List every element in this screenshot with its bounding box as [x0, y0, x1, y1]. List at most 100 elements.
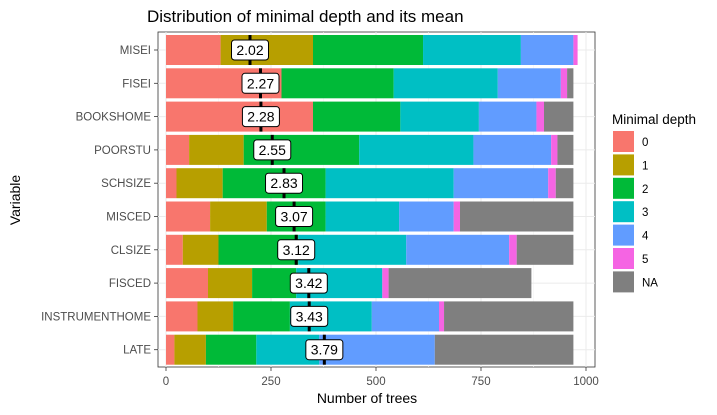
mean-label-box [241, 106, 280, 128]
bar-segment-misei-3 [423, 35, 521, 65]
legend-label: 1 [642, 160, 648, 172]
bar-segment-instrumenthome-4 [371, 301, 439, 332]
bar-segment-bookshome-0 [166, 101, 313, 132]
legend-label: 2 [642, 184, 648, 196]
mean-label: 3.43 [296, 308, 323, 324]
mean-label-box [241, 72, 280, 94]
x-tick-label: 500 [366, 376, 385, 388]
y-tick-label: LATE [123, 345, 151, 357]
mean-label: 3.12 [283, 242, 310, 258]
bar-segment-clsize-na [516, 234, 574, 265]
bar-segment-bookshome-2 [313, 101, 401, 132]
bar-segment-instrumenthome-5 [439, 301, 445, 332]
mean-label: 3.07 [280, 209, 307, 225]
bar-segment-late-1 [174, 334, 206, 365]
mean-label: 2.83 [270, 175, 297, 191]
bar-segment-bookshome-3 [400, 101, 479, 132]
legend-key-3 [613, 201, 634, 223]
bar-segment-fisced-2 [252, 268, 297, 299]
bar-segment-bookshome-5 [536, 101, 544, 132]
bar-segment-bookshome-4 [478, 101, 537, 132]
bar-segment-instrumenthome-1 [197, 301, 234, 332]
x-tick-label: 250 [261, 376, 280, 388]
bar-segment-misced-4 [399, 201, 454, 232]
bar-segment-instrumenthome-na [444, 301, 574, 332]
mean-label: 2.02 [236, 42, 263, 58]
y-tick-label: MISEI [120, 45, 151, 57]
legend-label: NA [642, 277, 658, 289]
bar-segment-poorstu-0 [166, 134, 190, 165]
bar-segment-schsize-4 [453, 168, 549, 199]
y-tick-label: CLSIZE [111, 245, 152, 257]
legend-key-1 [613, 154, 634, 176]
bar-segment-fisei-2 [281, 68, 394, 99]
x-axis-label: Number of trees [317, 390, 417, 406]
y-axis-label: Variable [7, 175, 23, 226]
legend-key-0 [613, 131, 634, 152]
y-tick-label: POORSTU [94, 145, 151, 157]
x-tick-label: 1000 [573, 376, 599, 388]
mean-label-box [265, 172, 304, 194]
bar-segment-misced-5 [453, 201, 460, 232]
bar-segment-late-2 [205, 334, 257, 365]
legend-label: 3 [642, 207, 648, 219]
mean-label-box [277, 239, 316, 261]
mean-label-box [305, 339, 344, 361]
bar-segment-poorstu-na [557, 134, 574, 165]
bar-segment-fisced-5 [382, 268, 389, 299]
mean-label-box [231, 39, 269, 61]
mean-label-box [253, 139, 292, 161]
bar-segment-late-na [434, 334, 574, 365]
y-tick-label: MISCED [106, 212, 151, 224]
y-tick-label: FISEI [122, 78, 151, 90]
x-tick-label: 750 [471, 376, 490, 388]
mean-label: 2.28 [247, 109, 274, 125]
bar-segment-schsize-3 [325, 168, 454, 199]
legend: Minimal depth 0 1 2 3 4 5 NA [612, 112, 696, 293]
legend-key-na [613, 271, 634, 293]
bar-segment-bookshome-na [544, 101, 574, 132]
bar-segment-poorstu-3 [359, 134, 474, 165]
bar-segment-poorstu-5 [551, 134, 558, 165]
y-tick-label: BOOKSHOME [76, 112, 152, 124]
mean-label: 3.79 [311, 342, 338, 358]
y-tick-label: INSTRUMENTHOME [41, 311, 151, 323]
legend-label: 4 [642, 231, 649, 243]
mean-label: 2.27 [247, 75, 274, 91]
chart-title: Distribution of minimal depth and its me… [147, 7, 464, 26]
bar-segment-fisced-0 [166, 268, 208, 299]
bar-segment-clsize-5 [509, 234, 517, 265]
bar-segment-schsize-1 [176, 168, 223, 199]
legend-title: Minimal depth [612, 112, 696, 127]
legend-key-2 [613, 177, 634, 199]
mean-label-box [290, 305, 329, 327]
bar-segment-schsize-na [555, 168, 574, 199]
bar-segment-clsize-0 [166, 234, 183, 265]
bar-segment-clsize-1 [182, 234, 219, 265]
bar-segment-misced-3 [325, 201, 400, 232]
bar-segment-fisei-3 [393, 68, 498, 99]
bar-segment-schsize-0 [166, 168, 177, 199]
mean-label-box [275, 206, 314, 227]
bar-segment-poorstu-4 [473, 134, 552, 165]
legend-key-5 [613, 248, 634, 269]
y-tick-label: FISCED [109, 278, 151, 290]
legend-label: 0 [642, 137, 648, 149]
bar-segment-fisei-4 [497, 68, 561, 99]
bar-segment-instrumenthome-2 [233, 301, 290, 332]
bar-segment-poorstu-1 [189, 134, 244, 165]
bar-segment-late-0 [166, 334, 175, 365]
bar-segment-misced-1 [210, 201, 267, 232]
bar-segment-instrumenthome-0 [166, 301, 198, 332]
bar-segment-schsize-5 [548, 168, 556, 199]
legend-label: 5 [642, 254, 648, 266]
legend-key-4 [613, 224, 634, 246]
mean-label-box [289, 272, 328, 294]
bar-segment-misei-2 [313, 35, 424, 65]
bar-segment-fisced-na [388, 268, 532, 299]
bar-segment-clsize-4 [406, 234, 510, 265]
bar-segment-misei-0 [166, 35, 221, 65]
y-tick-label: SCHSIZE [101, 178, 151, 190]
bar-segment-misced-0 [166, 201, 211, 232]
